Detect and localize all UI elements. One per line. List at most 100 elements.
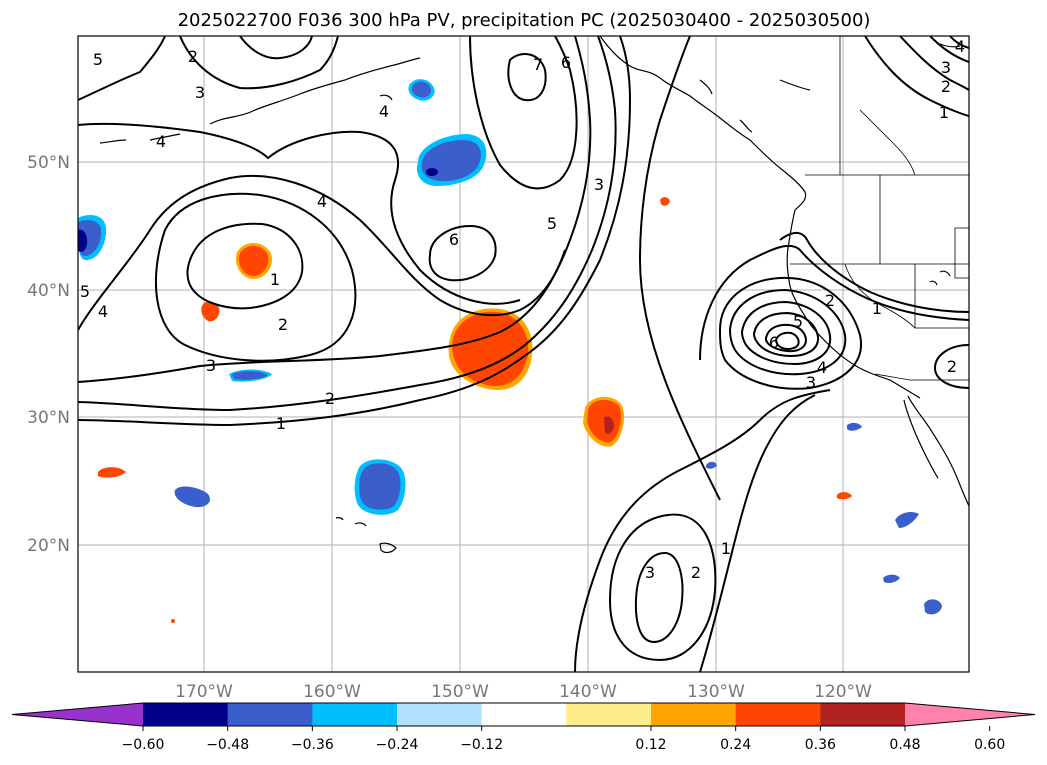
- contour-line: [78, 36, 632, 427]
- colorbar-tick-label: −0.12: [460, 737, 503, 753]
- contour-label: 6: [561, 53, 571, 72]
- precip-blob: [587, 399, 622, 443]
- precip-blob: [924, 599, 942, 615]
- precip-blob: [847, 422, 862, 431]
- precip-blob: [98, 467, 126, 478]
- colorbar-segment: [143, 703, 229, 726]
- colorbar-tick-label: −0.48: [206, 737, 249, 753]
- contour-line: [774, 331, 800, 350]
- lat-label: 40°N: [27, 281, 70, 301]
- lat-label: 20°N: [27, 536, 70, 556]
- contour-line: [779, 232, 969, 313]
- map-frame: [77, 35, 970, 673]
- precip-blob: [706, 461, 717, 469]
- lat-label: 30°N: [27, 408, 70, 428]
- contour-line: [428, 224, 497, 282]
- contour-label: 5: [93, 50, 103, 69]
- contour-line: [899, 36, 969, 91]
- contour-line: [864, 36, 969, 117]
- colorbar-segment: [566, 703, 652, 726]
- contour-label: 3: [806, 373, 816, 392]
- colorbar: −0.60 −0.48 −0.36 −0.24 −0.12 0.12 0.24 0.36 0.4…: [11, 702, 1036, 753]
- colorbar-tick-label: 0.48: [889, 737, 920, 753]
- colorbar-tick-label: 0.24: [720, 737, 751, 753]
- precip-blob: [174, 486, 210, 508]
- colorbar-tick-label: −0.60: [122, 737, 165, 753]
- precip-blob: [232, 371, 268, 380]
- contour-labels: 1 2 3 1 2 4 5 4 6 5 3 6 7 4 3 2 5 4 1 2 …: [80, 37, 965, 582]
- lon-label: 150°W: [431, 682, 489, 702]
- lon-labels: 170°W 160°W 150°W 140°W 130°W 120°W: [175, 682, 872, 702]
- contour-line: [929, 36, 969, 63]
- contour-line: [699, 244, 969, 361]
- contour-label: 3: [195, 83, 205, 102]
- contour-label: 2: [941, 77, 951, 96]
- colorbar-tick-label: 0.60: [974, 737, 1005, 753]
- lat-label: 50°N: [27, 153, 70, 173]
- contour-line: [949, 36, 969, 49]
- contour-label: 2: [691, 563, 701, 582]
- lon-label: 120°W: [814, 682, 872, 702]
- colorbar-extend-max: [905, 703, 1035, 726]
- contour-label: 4: [156, 132, 166, 151]
- contour-line: [728, 288, 847, 376]
- contour-line: [186, 222, 304, 310]
- contour-line: [78, 122, 521, 305]
- contour-line: [78, 36, 592, 383]
- map-panel: 1 2 3 1 2 4 5 4 6 5 3 6 7 4 3 2 5 4 1 2 …: [78, 36, 969, 672]
- contour-label: 1: [939, 103, 949, 122]
- contour-line: [752, 311, 820, 358]
- contour-line: [507, 53, 547, 102]
- contour-label: 1: [270, 270, 280, 289]
- contour-label: 3: [645, 563, 655, 582]
- contour-line: [78, 36, 166, 101]
- contour-label: 3: [206, 356, 216, 375]
- contour-line: [933, 344, 969, 389]
- precip-blob: [660, 197, 670, 206]
- colorbar-segment: [735, 703, 821, 726]
- contour-line: [78, 174, 566, 331]
- precip-blob: [883, 574, 900, 583]
- contour-label: 4: [317, 192, 327, 211]
- lon-label: 130°W: [687, 682, 745, 702]
- colorbar-extend-min: [12, 703, 143, 726]
- contour-label: 1: [276, 414, 286, 433]
- borders: [790, 36, 969, 381]
- contour-label: 2: [947, 357, 957, 376]
- contour-label: 6: [449, 230, 459, 249]
- contour-line: [239, 36, 313, 60]
- precip-blob: [895, 512, 919, 528]
- contour-line: [740, 300, 832, 366]
- colorbar-segment: [397, 703, 483, 726]
- contour-label: 5: [80, 282, 90, 301]
- contour-label: 2: [278, 315, 288, 334]
- pv-contours: [78, 36, 969, 672]
- contour-label: 2: [825, 291, 835, 310]
- contour-line: [608, 513, 717, 662]
- lon-label: 160°W: [303, 682, 361, 702]
- colorbar-segment: [481, 703, 567, 726]
- lon-label: 140°W: [559, 682, 617, 702]
- colorbar-tick-label: 0.36: [805, 737, 836, 753]
- contour-line: [718, 276, 863, 390]
- precip-blob: [359, 463, 401, 510]
- contour-label: 2: [325, 389, 335, 408]
- contour-label: 4: [379, 102, 389, 121]
- precip-core: [78, 229, 88, 252]
- contour-label: 4: [98, 302, 108, 321]
- precip-blob: [837, 492, 852, 500]
- contour-label: 4: [955, 37, 965, 56]
- contour-label: 7: [533, 55, 543, 74]
- contour-label: 1: [721, 539, 731, 558]
- colorbar-segment: [651, 703, 737, 726]
- contour-line: [765, 323, 808, 353]
- contour-line: [574, 389, 831, 672]
- contour-label: 1: [872, 299, 882, 318]
- precip-blob: [238, 245, 269, 276]
- contour-line: [179, 36, 339, 90]
- lon-label: 170°W: [175, 682, 233, 702]
- precip-core: [604, 416, 614, 434]
- colorbar-tick-label: 0.12: [635, 737, 666, 753]
- contour-line: [699, 394, 816, 672]
